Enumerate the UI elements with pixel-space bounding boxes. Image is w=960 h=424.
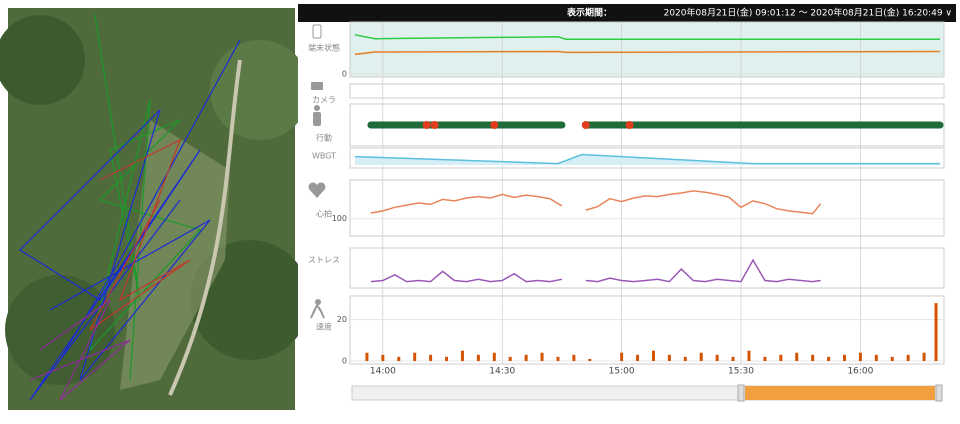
panel — [349, 295, 945, 365]
device-icon — [312, 24, 322, 39]
panel — [349, 21, 945, 78]
panel-label: 速度 — [316, 322, 332, 332]
scroll-thumb[interactable] — [745, 386, 935, 400]
bar — [858, 352, 862, 361]
header-bar — [298, 4, 956, 22]
bar — [715, 354, 719, 361]
bar — [460, 350, 464, 361]
x-tick-label: 14:00 — [370, 367, 396, 377]
bar — [413, 352, 417, 361]
bar — [795, 352, 799, 361]
person-icon-body — [313, 112, 321, 126]
activity-marker — [422, 121, 431, 129]
bar — [779, 354, 783, 361]
panel-label: 端末状態 — [308, 43, 340, 53]
bar — [508, 356, 512, 361]
y-tick-label: 20 — [337, 315, 347, 324]
bar — [524, 354, 528, 361]
y-tick-label: 0 — [342, 357, 347, 366]
runner-icon-body — [310, 304, 325, 319]
bar — [381, 354, 385, 361]
panel — [349, 179, 945, 237]
bar — [556, 356, 560, 361]
camera-icon — [311, 82, 323, 90]
map[interactable] — [0, 8, 310, 410]
bar — [811, 354, 815, 361]
line — [370, 258, 821, 283]
bar — [922, 352, 926, 361]
panel-label: ストレス — [308, 256, 340, 265]
bar — [492, 352, 496, 361]
panel — [349, 247, 945, 289]
bar — [667, 354, 671, 361]
bar — [620, 352, 624, 361]
activity-marker — [490, 121, 499, 129]
bar — [683, 356, 687, 361]
bar — [874, 354, 878, 361]
scroll-handle[interactable] — [737, 384, 745, 402]
y-tick-label: 100 — [332, 214, 347, 223]
period-label: 表示期間： — [566, 7, 612, 19]
bar — [890, 356, 894, 361]
activity-marker — [430, 121, 439, 129]
heart-icon — [308, 182, 326, 198]
person-icon — [314, 105, 320, 111]
period[interactable]: 2020年08月21日(金) 09:01:12 〜 2020年08月21日(金)… — [664, 7, 952, 19]
x-tick-label: 15:00 — [609, 367, 635, 377]
bar — [934, 303, 938, 361]
runner-icon — [315, 299, 321, 305]
line — [354, 153, 940, 165]
y-tick-label: 0 — [342, 70, 347, 79]
line — [370, 190, 822, 215]
activity-marker — [625, 121, 634, 129]
x-tick-label: 14:30 — [489, 367, 515, 377]
bar — [429, 354, 433, 361]
bar — [827, 356, 831, 361]
panel-label: 心拍 — [316, 209, 332, 219]
x-tick-label: 16:00 — [847, 367, 873, 377]
panel-label: カメラ — [312, 96, 336, 105]
bar — [636, 354, 640, 361]
bar — [445, 356, 449, 361]
bar — [588, 358, 592, 361]
panel — [349, 83, 945, 99]
bar — [699, 352, 703, 361]
bar — [763, 356, 767, 361]
activity-marker — [581, 121, 590, 129]
line — [354, 34, 940, 40]
bar — [731, 356, 735, 361]
bar — [906, 354, 910, 361]
scroll-handle[interactable] — [935, 384, 943, 402]
bar — [747, 350, 751, 361]
x-tick-label: 15:30 — [728, 367, 754, 377]
bar — [572, 354, 576, 361]
panel-label: 行動 — [316, 133, 332, 143]
bar — [651, 350, 655, 361]
bar — [397, 356, 401, 361]
bar — [476, 354, 480, 361]
bar — [842, 354, 846, 361]
line — [354, 50, 941, 56]
bar — [540, 352, 544, 361]
panel-label: WBGT — [312, 152, 336, 161]
bar — [365, 352, 369, 361]
